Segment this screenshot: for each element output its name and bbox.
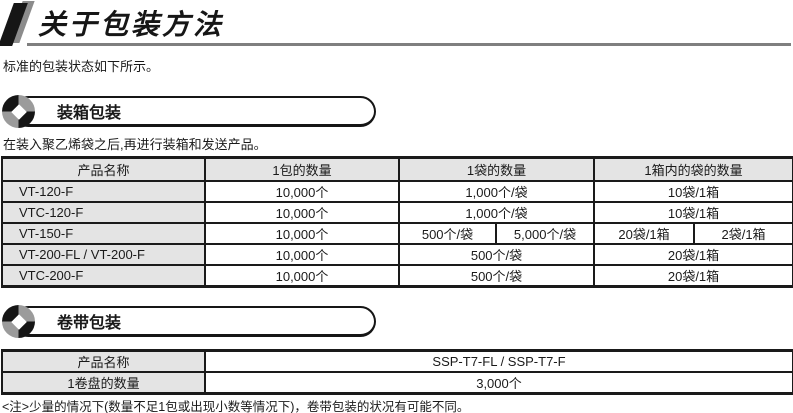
per-bag-cell: 500个/袋	[397, 242, 596, 266]
section-header-tape-packaging: 卷带包装	[13, 306, 376, 337]
col-header-per-bag: 1袋的数量	[397, 156, 596, 182]
section-heading: 装箱包装	[57, 105, 122, 122]
title-underline	[27, 43, 791, 46]
section-bullet-icon	[2, 305, 35, 338]
section-header-box-packaging: 装箱包装	[13, 96, 376, 127]
row-label-cell: 1卷盘的数量	[1, 371, 206, 395]
per-pack-cell: 10,000个	[204, 200, 400, 224]
per-bag-cell: 1,000个/袋	[397, 179, 596, 203]
product-name-cell: VTC-200-F	[1, 263, 206, 287]
section-bullet-icon	[2, 95, 35, 128]
bags-per-box-cell: 20袋/1箱	[593, 263, 793, 287]
per-pack-cell: 10,000个	[204, 179, 400, 203]
table-row: VTC-200-F 10,000个 500个/袋 20袋/1箱	[1, 263, 793, 287]
box-packaging-description: 在装入聚乙烯袋之后,再进行装箱和发送产品。	[3, 137, 267, 152]
row-value-cell: 3,000个	[204, 371, 793, 395]
bags-per-box-cell: 10袋/1箱	[593, 179, 793, 203]
bags-per-box-cell-a: 20袋/1箱	[593, 221, 696, 245]
bags-per-box-cell: 10袋/1箱	[593, 200, 793, 224]
product-name-cell: VTC-120-F	[1, 200, 206, 224]
table-row: VTC-120-F 10,000个 1,000个/袋 10袋/1箱	[1, 200, 793, 224]
bags-per-box-cell: 20袋/1箱	[593, 242, 793, 266]
intro-text: 标准的包装状态如下所示。	[3, 59, 160, 74]
table-row: VT-200-FL / VT-200-F 10,000个 500个/袋 20袋/…	[1, 242, 793, 266]
row-label-cell: 产品名称	[1, 349, 206, 373]
col-header-bags-per-box: 1箱内的袋的数量	[593, 156, 793, 182]
table-row: 1卷盘的数量 3,000个	[1, 371, 793, 395]
per-pack-cell: 10,000个	[204, 242, 400, 266]
col-header-product: 产品名称	[1, 156, 206, 182]
table-row: 产品名称 SSP-T7-FL / SSP-T7-F	[1, 349, 793, 373]
product-name-cell: VT-200-FL / VT-200-F	[1, 242, 206, 266]
bags-per-box-cell-b: 2袋/1箱	[693, 221, 793, 245]
per-pack-cell: 10,000个	[204, 263, 400, 287]
col-header-per-pack: 1包的数量	[204, 156, 400, 182]
table-row: VT-120-F 10,000个 1,000个/袋 10袋/1箱	[1, 179, 793, 203]
per-pack-cell: 10,000个	[204, 221, 400, 245]
table-row: VT-150-F 10,000个 500个/袋 5,000个/袋 20袋/1箱 …	[1, 221, 793, 245]
per-bag-cell-b: 5,000个/袋	[495, 221, 596, 245]
page-title: 关于包装方法	[38, 9, 225, 40]
row-value-cell: SSP-T7-FL / SSP-T7-F	[204, 349, 793, 373]
per-bag-cell: 500个/袋	[397, 263, 596, 287]
per-bag-cell: 1,000个/袋	[397, 200, 596, 224]
section-heading: 卷带包装	[57, 315, 122, 332]
tape-packaging-table: 产品名称 SSP-T7-FL / SSP-T7-F 1卷盘的数量 3,000个	[1, 349, 793, 395]
box-packaging-table: 产品名称 1包的数量 1袋的数量 1箱内的袋的数量 VT-120-F 10,00…	[1, 156, 793, 288]
product-name-cell: VT-150-F	[1, 221, 206, 245]
per-bag-cell-a: 500个/袋	[398, 221, 497, 245]
product-name-cell: VT-120-F	[1, 179, 206, 203]
footnote-text: <注>少量的情况下(数量不足1包或出现小数等情况下)，卷带包装的状况有可能不同。	[2, 400, 470, 413]
table-header-row: 产品名称 1包的数量 1袋的数量 1箱内的袋的数量	[1, 156, 793, 182]
